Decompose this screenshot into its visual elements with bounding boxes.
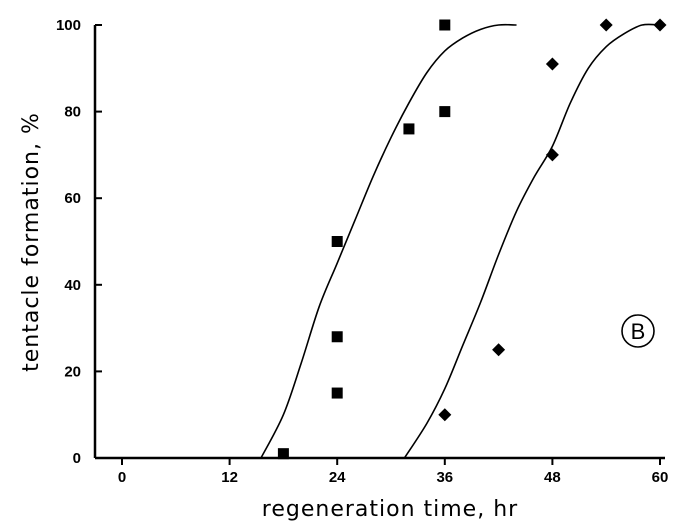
x-tick-label: 36	[436, 469, 453, 486]
square-marker	[439, 106, 451, 118]
panel-label-text: B	[631, 319, 646, 344]
square-marker	[277, 448, 289, 460]
data-markers	[277, 18, 667, 460]
square-marker	[331, 236, 343, 247]
x-tick-label: 12	[221, 469, 238, 486]
square-marker	[331, 387, 343, 399]
square-marker	[331, 331, 343, 343]
y-tick-label: 40	[64, 277, 81, 294]
panel-label: B	[621, 314, 655, 348]
diamond-marker	[653, 18, 667, 32]
fit-curve-square	[260, 23, 517, 459]
x-tick-label: 60	[652, 469, 669, 486]
diamond-marker	[492, 343, 506, 357]
y-axis-title: tentacle formation, %	[19, 112, 44, 372]
x-tick-label: 24	[329, 469, 346, 486]
x-axis-title: regeneration time, hr	[262, 497, 518, 522]
ticks: 0 20 40 60 80 100 0 12 24 36 48 60	[56, 17, 668, 486]
panel-label-circle	[621, 314, 655, 348]
y-tick-label: 80	[64, 104, 81, 121]
diamond-marker	[438, 408, 452, 422]
diamond-marker	[545, 57, 559, 71]
axes	[93, 25, 665, 460]
x-tick-label: 48	[544, 469, 561, 486]
y-tick-label: 60	[64, 190, 81, 207]
y-tick-label: 0	[73, 450, 81, 467]
diamond-marker	[599, 18, 613, 32]
square-marker	[403, 123, 415, 135]
fit-curve-diamond	[403, 23, 661, 459]
x-tick-label: 0	[118, 469, 126, 486]
square-marker	[439, 19, 451, 31]
y-tick-label: 100	[56, 17, 81, 34]
fit-curves	[260, 23, 661, 459]
diamond-marker	[545, 148, 559, 162]
y-tick-label: 20	[64, 363, 81, 380]
